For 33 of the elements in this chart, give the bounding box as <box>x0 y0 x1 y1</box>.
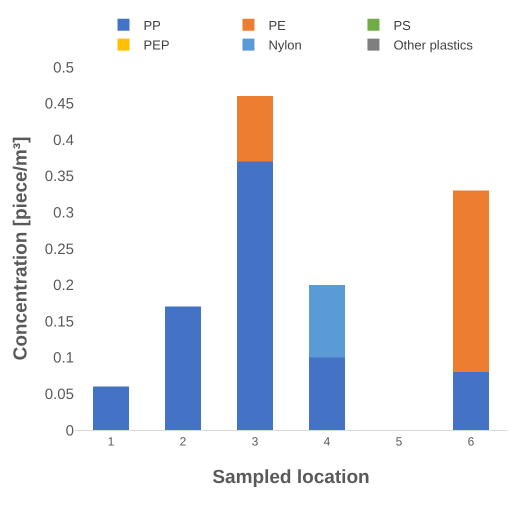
bar <box>237 96 273 162</box>
y-tick-label: 0.1 <box>53 350 74 367</box>
bar <box>453 372 489 430</box>
bar <box>165 306 201 430</box>
x-axis-title: Sampled location <box>212 467 370 488</box>
legend-label: PE <box>268 18 286 33</box>
legend-label: PEP <box>144 38 170 53</box>
y-tick-label: 0.35 <box>44 168 74 186</box>
bar <box>237 161 273 430</box>
x-tick-label: 5 <box>396 434 403 448</box>
y-tick-label: 0.4 <box>53 132 74 149</box>
bar <box>309 284 345 358</box>
y-axis-title: Concentration [piece/m³] <box>10 136 32 360</box>
x-tick-label: 2 <box>180 434 187 448</box>
bar <box>453 190 489 372</box>
y-tick-label: 0.25 <box>44 240 74 258</box>
y-tick-label: 0.3 <box>53 204 74 222</box>
legend-label: PP <box>144 18 161 33</box>
bar <box>309 357 345 430</box>
x-tick-label: 3 <box>252 434 259 448</box>
legend-label: PS <box>393 18 412 33</box>
y-tick-label: 0.2 <box>53 277 74 294</box>
legend-label: Nylon <box>268 38 302 53</box>
x-tick-label: 1 <box>108 434 115 448</box>
x-tick-label: 6 <box>468 434 475 448</box>
y-tick-label: 0.05 <box>44 386 74 403</box>
bar <box>93 386 129 430</box>
y-tick-label: 0.45 <box>44 96 74 113</box>
x-tick-label: 4 <box>324 434 331 448</box>
y-tick-label: 0.15 <box>44 313 74 330</box>
y-tick-label: 0 <box>66 422 74 440</box>
y-tick-label: 0.5 <box>53 59 74 76</box>
legend-label: Other plastics <box>393 38 474 53</box>
